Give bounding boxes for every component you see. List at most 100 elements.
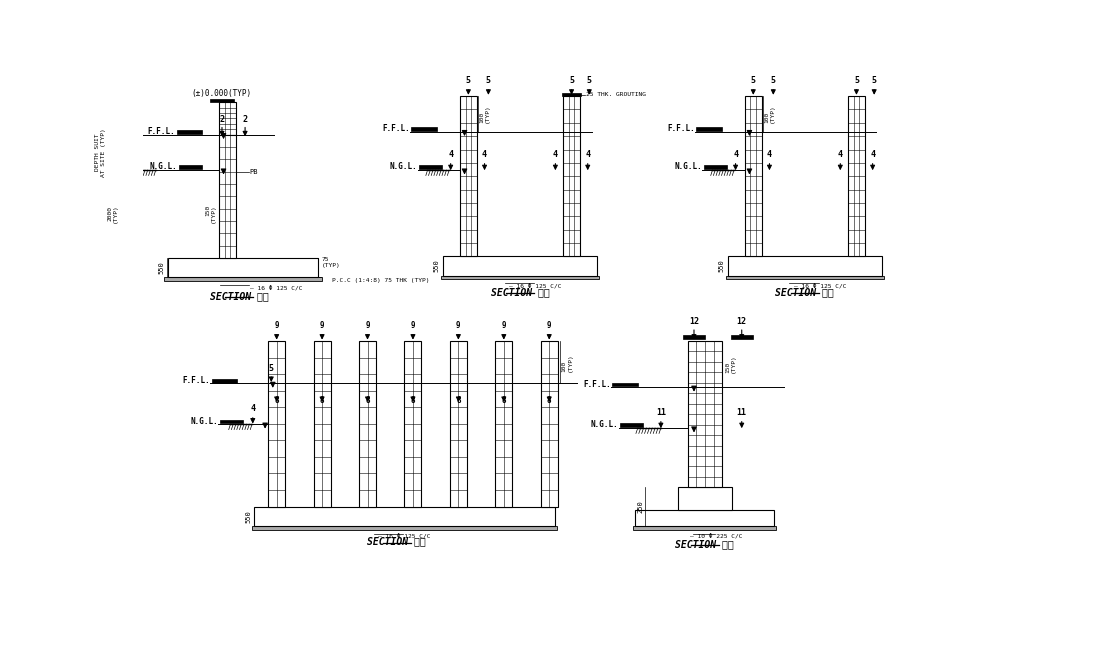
Bar: [179, 166, 201, 170]
Text: SECTION ③③: SECTION ③③: [490, 287, 549, 297]
Text: 150
(TYP): 150 (TYP): [725, 354, 735, 374]
Bar: [443, 256, 596, 276]
Text: 5: 5: [586, 77, 592, 85]
Text: SECTION ⑥⑥: SECTION ⑥⑥: [775, 287, 835, 297]
Text: 9: 9: [365, 321, 369, 330]
Text: 5: 5: [466, 77, 471, 85]
Text: 4: 4: [838, 150, 843, 159]
Text: 5: 5: [771, 77, 775, 85]
Text: 5: 5: [269, 364, 274, 372]
Bar: [684, 335, 705, 339]
Bar: [177, 130, 201, 134]
Bar: [450, 341, 467, 507]
Text: 5: 5: [751, 77, 755, 85]
Text: 150
(TYP): 150 (TYP): [205, 205, 216, 223]
Text: F.F.L.: F.F.L.: [182, 376, 210, 385]
Bar: [563, 96, 580, 256]
Text: 25 THK. GROUTING: 25 THK. GROUTING: [586, 92, 646, 97]
Text: 2: 2: [219, 115, 225, 124]
Text: 250: 250: [637, 500, 643, 513]
Text: 100
(TYP): 100 (TYP): [764, 104, 774, 123]
Text: 100
(TYP): 100 (TYP): [562, 353, 572, 372]
Text: 550: 550: [434, 259, 440, 273]
Text: (±)0.000(TYP): (±)0.000(TYP): [191, 90, 252, 98]
Text: 11: 11: [736, 409, 746, 417]
Text: SECTION ①①: SECTION ①①: [209, 291, 269, 301]
Text: N.G.L.: N.G.L.: [389, 162, 417, 172]
Text: 9: 9: [411, 321, 415, 330]
Text: 4: 4: [482, 150, 487, 159]
Text: — 16 Φ 125 C/C: — 16 Φ 125 C/C: [509, 283, 562, 289]
Bar: [219, 102, 236, 135]
Bar: [168, 258, 318, 277]
Bar: [688, 341, 723, 487]
Text: 550: 550: [245, 510, 252, 523]
Text: 4: 4: [585, 150, 590, 159]
Text: 4: 4: [553, 150, 558, 159]
Text: F.F.L.: F.F.L.: [667, 124, 695, 133]
Bar: [704, 166, 727, 170]
Text: 75
(TYP): 75 (TYP): [322, 257, 341, 268]
Text: 9: 9: [547, 321, 552, 330]
Text: 8: 8: [274, 396, 279, 405]
Bar: [210, 99, 234, 102]
Text: 8: 8: [365, 396, 369, 405]
Text: 12: 12: [736, 317, 746, 325]
Bar: [252, 526, 557, 529]
Text: N.G.L.: N.G.L.: [190, 416, 218, 426]
Text: N.G.L.: N.G.L.: [150, 162, 177, 172]
Bar: [678, 487, 732, 510]
Text: — 16 Φ 125 C/C: — 16 Φ 125 C/C: [378, 533, 431, 539]
Bar: [441, 276, 600, 279]
Text: 8: 8: [501, 396, 506, 405]
Bar: [359, 341, 376, 507]
Text: N.G.L.: N.G.L.: [675, 162, 703, 172]
Text: — 10 Φ 225 C/C: — 10 Φ 225 C/C: [690, 533, 743, 539]
Text: 2: 2: [243, 115, 247, 124]
Text: DEPTH SUIT
AT SITE (TYP): DEPTH SUIT AT SITE (TYP): [95, 128, 105, 177]
Text: 550: 550: [158, 261, 164, 274]
Bar: [219, 135, 236, 258]
Text: 4: 4: [767, 150, 772, 159]
Bar: [731, 335, 752, 339]
Text: 5: 5: [570, 77, 574, 85]
Bar: [404, 341, 422, 507]
Text: 11: 11: [656, 409, 666, 417]
Bar: [725, 276, 884, 279]
Text: 550: 550: [718, 259, 725, 273]
Bar: [412, 127, 436, 131]
Text: 8: 8: [411, 396, 415, 405]
Bar: [540, 341, 557, 507]
Text: 9: 9: [274, 321, 279, 330]
Bar: [460, 96, 477, 256]
Text: 12: 12: [689, 317, 699, 325]
Text: 9: 9: [320, 321, 325, 330]
Bar: [496, 341, 513, 507]
Bar: [727, 256, 882, 276]
Text: SECTION ⑩⑩: SECTION ⑩⑩: [676, 539, 734, 549]
Text: — 16 Φ 125 C/C: — 16 Φ 125 C/C: [251, 285, 303, 290]
Text: 4: 4: [733, 150, 739, 159]
Text: 4: 4: [449, 150, 453, 159]
Text: F.F.L.: F.F.L.: [148, 127, 175, 136]
Text: 5: 5: [486, 77, 491, 85]
Bar: [620, 424, 643, 427]
Text: F.F.L.: F.F.L.: [583, 379, 611, 389]
Bar: [745, 96, 762, 256]
Text: SECTION ⑦⑦: SECTION ⑦⑦: [367, 537, 426, 546]
Bar: [269, 341, 285, 507]
Bar: [636, 510, 774, 526]
Text: 4: 4: [251, 405, 255, 413]
Bar: [254, 507, 555, 526]
Bar: [612, 383, 638, 387]
Bar: [563, 93, 581, 96]
Text: 8: 8: [320, 396, 325, 405]
Text: 4: 4: [871, 150, 875, 159]
Bar: [420, 166, 442, 170]
Text: 5: 5: [872, 77, 876, 85]
Text: 5: 5: [854, 77, 859, 85]
Text: F.F.L.: F.F.L.: [382, 124, 410, 133]
Text: 9: 9: [457, 321, 461, 330]
Text: N.G.L.: N.G.L.: [591, 420, 619, 430]
Bar: [696, 127, 722, 131]
